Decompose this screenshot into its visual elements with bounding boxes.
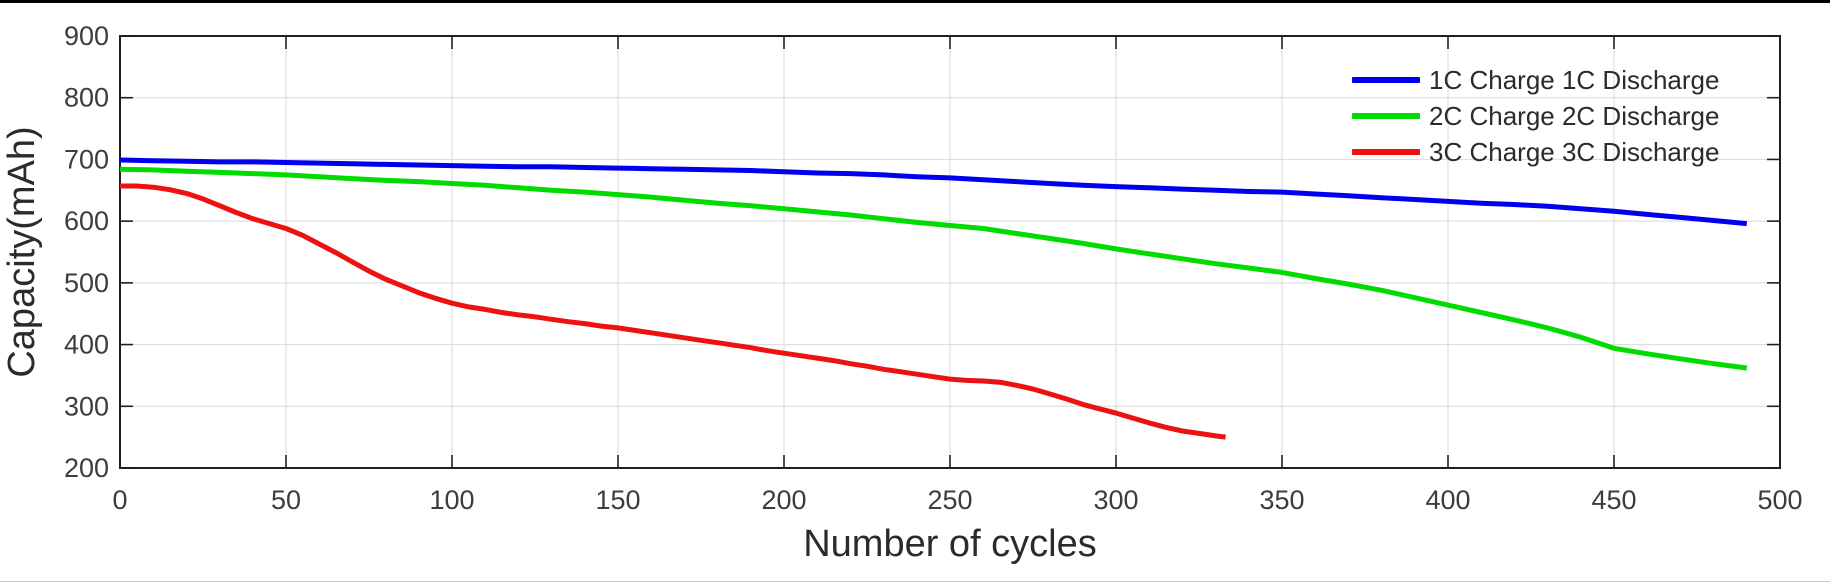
x-tick-label: 450 — [1591, 485, 1636, 515]
x-tick-label: 200 — [761, 485, 806, 515]
x-tick-label: 400 — [1425, 485, 1470, 515]
x-tick-label: 300 — [1093, 485, 1138, 515]
series-line-1 — [119, 166, 1748, 371]
legend-label: 3C Charge 3C Discharge — [1429, 136, 1720, 167]
top-border — [0, 0, 1830, 3]
y-tick-label: 200 — [64, 453, 109, 483]
y-tick-label: 300 — [64, 391, 109, 421]
series-line-0 — [119, 157, 1748, 227]
x-tick-label: 100 — [429, 485, 474, 515]
y-tick-label: 700 — [64, 144, 109, 174]
legend-line-swatch-blue — [1352, 77, 1420, 83]
tick-label-layer: 0 50 100 150 200 250 300 350 400 450 500 200 300 400 5… — [64, 21, 1803, 515]
legend-item: 2C Charge 2C Discharge — [1352, 98, 1719, 134]
series-layer — [119, 157, 1748, 440]
x-tick-label: 500 — [1757, 485, 1802, 515]
grid-layer — [120, 36, 1780, 468]
y-tick-label: 400 — [64, 330, 109, 360]
legend-label: 2C Charge 2C Discharge — [1429, 100, 1720, 131]
x-tick-label: 0 — [112, 485, 127, 515]
legend: 1C Charge 1C Discharge 2C Charge 2C Disc… — [1352, 62, 1719, 170]
y-tick-label: 600 — [64, 206, 109, 236]
tick-layer — [119, 35, 1781, 469]
legend-item: 1C Charge 1C Discharge — [1352, 62, 1719, 98]
legend-line-swatch-green — [1352, 113, 1420, 119]
x-tick-label: 250 — [927, 485, 972, 515]
x-tick-label: 350 — [1259, 485, 1304, 515]
y-tick-label: 900 — [64, 21, 109, 51]
legend-label: 1C Charge 1C Discharge — [1429, 64, 1720, 95]
legend-line-swatch-red — [1352, 149, 1420, 155]
x-axis-label: Number of cycles — [803, 523, 1097, 565]
series-line-2 — [120, 183, 1226, 440]
y-tick-label: 800 — [64, 83, 109, 113]
x-tick-label: 150 — [595, 485, 640, 515]
legend-item: 3C Charge 3C Discharge — [1352, 134, 1719, 170]
y-tick-label: 500 — [64, 268, 109, 298]
x-tick-label: 50 — [271, 485, 301, 515]
y-axis-label: Capacity(mAh) — [1, 126, 43, 377]
